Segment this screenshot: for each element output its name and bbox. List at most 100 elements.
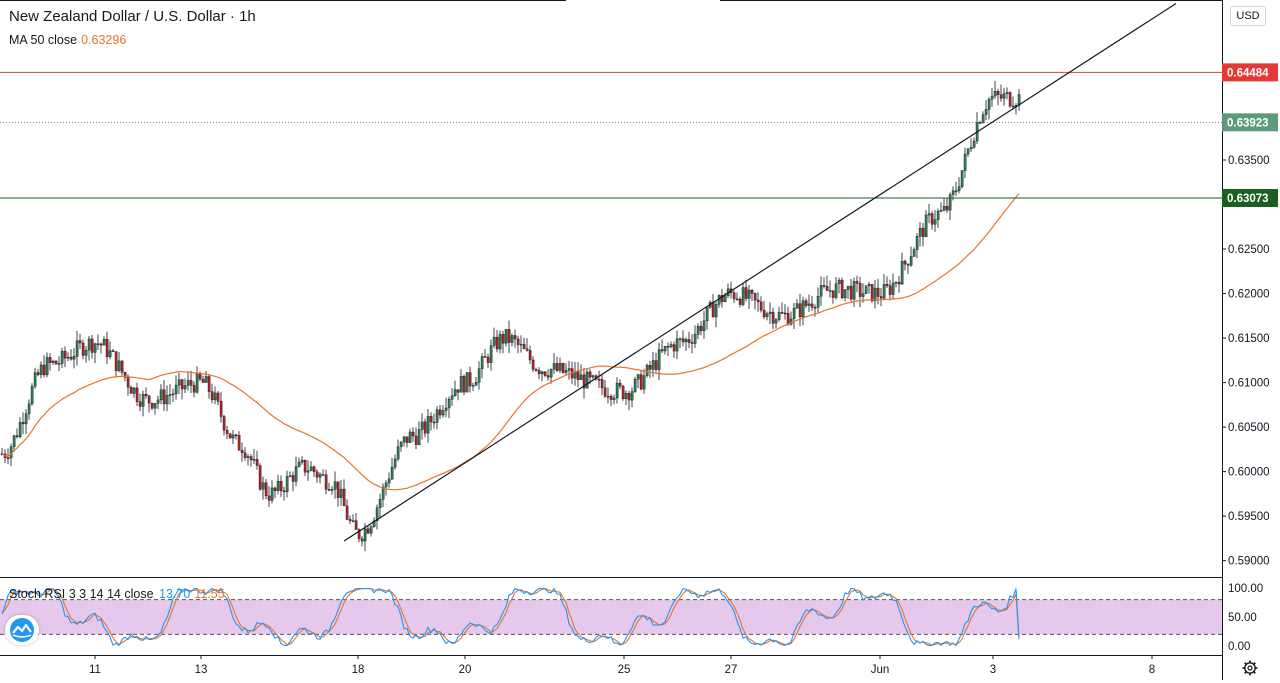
candle <box>462 376 466 393</box>
ma50-line <box>1 193 1020 491</box>
candle <box>567 368 571 371</box>
candle <box>267 495 271 501</box>
time-tick-label: 18 <box>352 664 365 676</box>
candle <box>849 285 853 300</box>
candle <box>834 283 838 298</box>
candle <box>762 309 766 318</box>
candle <box>978 122 982 124</box>
candle <box>801 300 805 318</box>
candle <box>228 433 232 439</box>
candle <box>324 474 328 490</box>
candle <box>396 446 400 460</box>
candle <box>888 285 892 295</box>
candle <box>648 365 652 370</box>
candle <box>864 285 868 294</box>
candle <box>318 474 322 478</box>
candle <box>510 335 514 343</box>
candle <box>627 393 631 401</box>
candle <box>987 99 991 110</box>
ma-value: 0.63296 <box>81 33 127 47</box>
candle <box>219 401 223 417</box>
candle <box>615 382 619 399</box>
candle <box>882 284 886 299</box>
candle <box>927 213 931 216</box>
candle <box>912 249 916 257</box>
candle <box>144 394 148 397</box>
trendline <box>343 2 1177 542</box>
candle <box>453 389 457 396</box>
candle <box>114 351 118 371</box>
candle <box>528 350 532 361</box>
tradingview-logo-icon[interactable] <box>5 615 39 645</box>
candle <box>750 289 754 294</box>
candle <box>522 343 526 350</box>
candle <box>261 482 265 490</box>
candle <box>549 369 553 378</box>
candle <box>777 312 781 320</box>
candle <box>876 287 880 297</box>
candle <box>72 356 76 360</box>
candle <box>693 333 697 344</box>
candle <box>414 435 418 445</box>
candle <box>33 372 37 387</box>
candle <box>675 338 679 352</box>
candle <box>894 281 898 284</box>
candle <box>285 476 289 493</box>
candle <box>369 526 373 534</box>
candle <box>351 520 355 522</box>
candle <box>843 289 847 298</box>
price-badge-label-support: 0.63073 <box>1227 193 1269 205</box>
candle <box>240 450 244 454</box>
candle <box>6 457 10 459</box>
candle <box>84 350 88 356</box>
candle <box>639 374 643 390</box>
time-tick-label: 8 <box>1149 664 1155 676</box>
candle <box>954 190 958 192</box>
candle <box>645 365 649 376</box>
settings-gear-icon[interactable] <box>1240 658 1260 678</box>
price-badge-resistance <box>1222 63 1278 82</box>
candle <box>312 466 316 473</box>
candle <box>903 260 907 265</box>
candle <box>132 387 136 394</box>
candle <box>963 153 967 171</box>
candle <box>918 227 922 237</box>
candle <box>123 372 127 378</box>
candle <box>108 350 112 358</box>
price-tick-label: 0.61500 <box>1228 333 1270 345</box>
candle <box>915 236 919 250</box>
candle <box>435 409 439 423</box>
candle <box>612 397 616 400</box>
candle <box>66 356 70 359</box>
candle <box>942 205 946 211</box>
candle <box>552 363 556 370</box>
candle <box>966 148 970 155</box>
candle <box>63 350 67 359</box>
candle <box>291 475 295 482</box>
time-tick-label: 25 <box>618 664 631 676</box>
candle <box>780 312 784 314</box>
candle <box>480 356 484 369</box>
candle <box>384 482 388 488</box>
candle <box>879 296 883 299</box>
candle <box>558 363 562 371</box>
currency-badge[interactable]: USD <box>1230 6 1266 26</box>
candle <box>222 416 226 431</box>
candle <box>969 147 973 150</box>
candle <box>543 371 547 376</box>
candle <box>723 295 727 302</box>
candle <box>633 379 637 392</box>
candle <box>405 436 409 443</box>
candle <box>450 395 454 400</box>
candle <box>564 370 568 373</box>
candle <box>972 140 976 148</box>
candle <box>423 421 427 434</box>
candle <box>873 287 877 302</box>
candle <box>264 482 268 497</box>
candle <box>858 283 862 297</box>
candle <box>501 333 505 344</box>
time-tick-label: 3 <box>990 664 996 676</box>
candle <box>948 194 952 211</box>
candle <box>618 382 622 387</box>
